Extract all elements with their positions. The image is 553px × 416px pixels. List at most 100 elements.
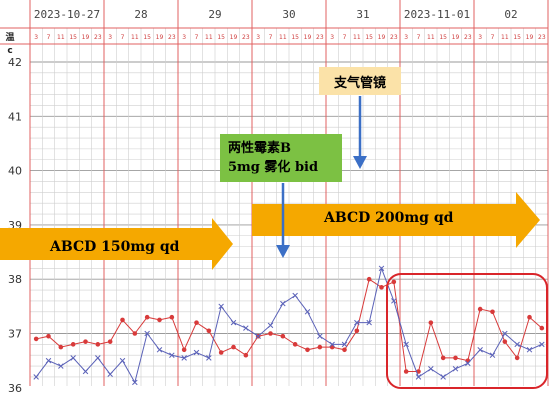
red-series-point: [181, 347, 187, 353]
hour-label: 23: [94, 34, 102, 41]
x-mark-stroke: [243, 325, 249, 331]
hour-label: 23: [316, 34, 324, 41]
x-mark-stroke: [526, 347, 533, 353]
x-mark-stroke: [415, 374, 422, 380]
highlight-region: [386, 273, 548, 389]
blue-series-point: [292, 292, 298, 299]
hour-label: 7: [417, 34, 421, 41]
hour-label: 11: [131, 34, 139, 41]
x-mark-stroke: [366, 319, 372, 326]
day-label: 2023-10-27: [34, 8, 100, 21]
bronchoscopy-annotation-box: 支气管镜: [319, 67, 401, 95]
x-mark-stroke: [378, 265, 385, 272]
blue-series-point: [526, 347, 533, 353]
blue-series-point: [415, 374, 422, 380]
blue-series-point: [452, 366, 459, 372]
amphotericin-arrow-head: [276, 245, 290, 258]
blue-series-point: [304, 309, 311, 315]
blue-series-point: [181, 355, 187, 361]
x-mark-stroke: [514, 341, 520, 348]
series-red-line: [33, 276, 545, 374]
blue-series-point: [193, 349, 200, 356]
red-series-point: [391, 279, 397, 285]
x-mark-stroke: [181, 355, 187, 361]
red-series-point: [317, 344, 323, 350]
x-mark-stroke: [452, 366, 459, 372]
red-series-point: [527, 314, 532, 320]
x-mark-stroke: [292, 292, 298, 299]
red-series-point: [342, 347, 347, 353]
red-series-point: [514, 355, 520, 361]
hour-label: 23: [464, 34, 472, 41]
hour-label: 23: [168, 34, 176, 41]
x-mark-stroke: [193, 349, 200, 356]
abcd-150-arrow: [0, 218, 233, 270]
blue-series-point: [341, 341, 348, 348]
hour-label: 3: [108, 34, 112, 41]
hour-label: 19: [304, 34, 312, 41]
x-mark-stroke: [341, 341, 348, 348]
red-series-point: [157, 317, 162, 323]
x-mark-stroke: [156, 347, 163, 353]
x-mark-stroke: [502, 330, 508, 337]
blue-series-point: [378, 265, 385, 272]
bronchoscopy-arrow-head: [353, 156, 367, 169]
hour-label: 3: [404, 34, 408, 41]
hour-label: 19: [230, 34, 238, 41]
hour-label: 15: [291, 34, 299, 41]
blue-series-point: [230, 319, 237, 326]
hour-label: 7: [269, 34, 273, 41]
unit-label: 温: [5, 31, 14, 43]
red-series-point: [502, 339, 508, 344]
blue-series-point: [119, 357, 126, 364]
red-series-point: [280, 333, 286, 339]
x-mark-stroke: [230, 319, 237, 326]
blue-series-point: [465, 360, 471, 367]
blue-series-point: [255, 333, 261, 339]
blue-series-point: [489, 352, 496, 358]
red-series-point: [58, 344, 64, 350]
red-series-point: [354, 328, 360, 334]
red-series-point: [305, 347, 310, 353]
red-series-point: [107, 339, 113, 344]
hour-label: 3: [182, 34, 186, 41]
day-label: 2023-11-01: [404, 8, 470, 21]
red-series-point: [453, 355, 458, 361]
x-mark-stroke: [539, 341, 545, 348]
hour-label: 19: [156, 34, 164, 41]
y-tick-label: 38: [8, 273, 22, 286]
x-mark-stroke: [477, 347, 483, 353]
blue-series-point: [33, 374, 39, 380]
hour-label: 7: [195, 34, 199, 41]
hour-label: 7: [343, 34, 347, 41]
hour-label: 15: [513, 34, 521, 41]
x-mark-stroke: [354, 319, 360, 326]
hour-label: 7: [121, 34, 125, 41]
red-series-point: [83, 339, 88, 344]
abcd-200-arrow: [252, 192, 540, 248]
blue-series-point: [156, 347, 163, 353]
red-series-point: [268, 331, 273, 336]
red-series-point: [46, 333, 51, 339]
x-mark-stroke: [95, 355, 101, 361]
blue-series-point: [502, 330, 508, 337]
blue-series-point: [317, 333, 323, 339]
blue-series-point: [144, 330, 150, 337]
hour-label: 15: [69, 34, 77, 41]
red-series-point: [231, 344, 236, 350]
x-mark-stroke: [428, 366, 434, 372]
red-series-point: [169, 314, 175, 320]
y-tick-label: 40: [8, 165, 22, 178]
blue-series-point: [267, 322, 274, 329]
highlight-box: [386, 273, 548, 389]
x-mark-stroke: [45, 357, 52, 364]
x-mark-stroke: [218, 303, 224, 310]
blue-series-point: [539, 341, 545, 348]
bronchoscopy-label: 支气管镜: [333, 75, 386, 91]
x-mark-stroke: [206, 355, 212, 361]
blue-series-point: [354, 319, 360, 326]
x-mark-stroke: [329, 341, 335, 348]
blue-series-point: [243, 325, 249, 331]
hour-label: 15: [365, 34, 373, 41]
hour-label: 23: [390, 34, 398, 41]
